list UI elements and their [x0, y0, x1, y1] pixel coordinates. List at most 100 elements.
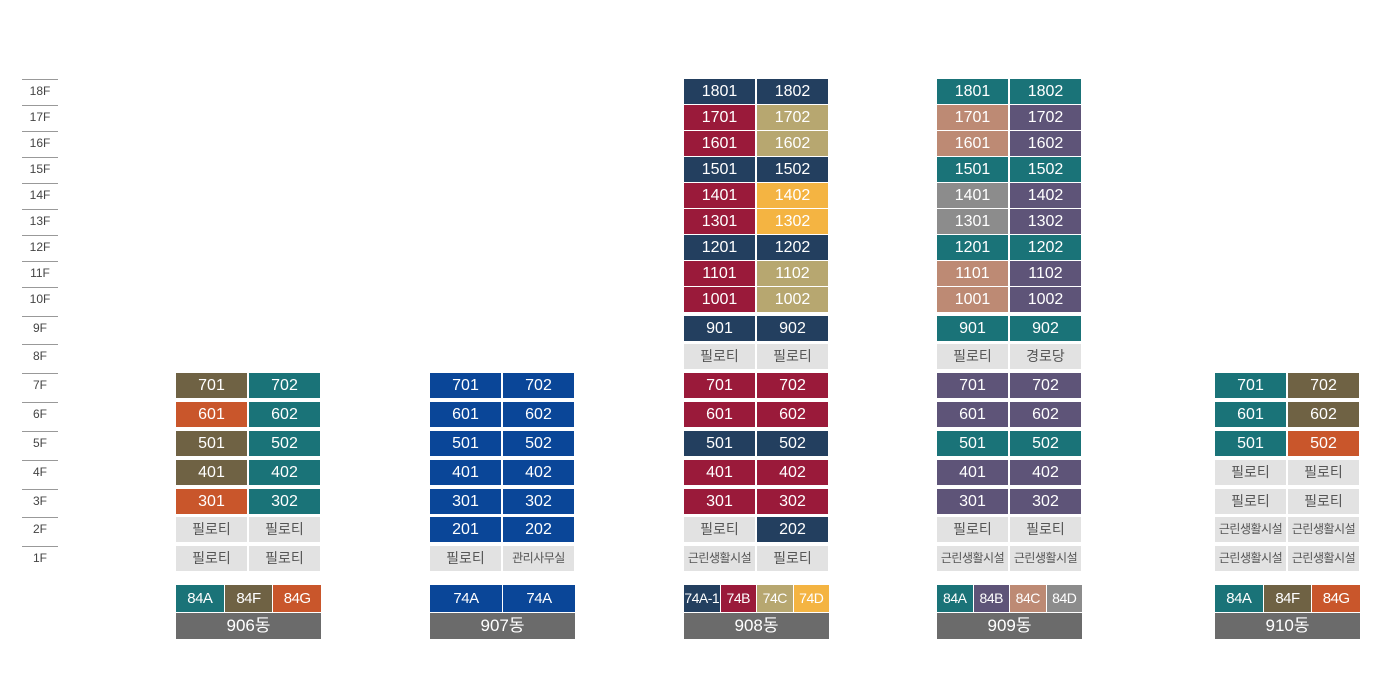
- unit-type-label: 84D: [1046, 585, 1082, 612]
- unit-cell: 1301: [684, 209, 755, 234]
- facility-cell: 근린생활시설: [1010, 546, 1081, 571]
- unit-cell: 301: [176, 489, 247, 514]
- unit-type-label: 84F: [224, 585, 273, 612]
- unit-cell: 1501: [937, 157, 1008, 182]
- unit-cell: 902: [757, 316, 828, 341]
- unit-cell: 1302: [757, 209, 828, 234]
- unit-cell: 1801: [937, 79, 1008, 104]
- facility-cell: 필로티: [937, 344, 1008, 369]
- unit-cell: 502: [757, 431, 828, 456]
- unit-type-label: 74B: [720, 585, 756, 612]
- unit-cell: 501: [684, 431, 755, 456]
- unit-type-label: 84A: [937, 585, 973, 612]
- unit-cell: 201: [430, 517, 501, 542]
- facility-cell: 필로티: [684, 517, 755, 542]
- building-name: 910동: [1215, 613, 1360, 639]
- facility-cell: 필로티: [757, 546, 828, 571]
- unit-cell: 702: [1010, 373, 1081, 398]
- unit-cell: 1201: [684, 235, 755, 260]
- unit-cell: 302: [503, 489, 574, 514]
- unit-cell: 1801: [684, 79, 755, 104]
- unit-cell: 202: [757, 517, 828, 542]
- unit-type-label: 74D: [793, 585, 829, 612]
- unit-type-label: 84A: [1215, 585, 1263, 612]
- unit-cell: 1101: [684, 261, 755, 286]
- unit-cell: 901: [937, 316, 1008, 341]
- unit-cell: 302: [249, 489, 320, 514]
- floor-label-7f: 7F: [22, 373, 58, 398]
- unit-cell: 702: [249, 373, 320, 398]
- unit-cell: 1502: [757, 157, 828, 182]
- unit-cell: 701: [684, 373, 755, 398]
- building-0: 701 702 601 602 501 502 401 402 301 302 필로티 필로티 필로티 필…: [176, 0, 322, 681]
- floor-label-6f: 6F: [22, 402, 58, 427]
- facility-cell: 근린생활시설: [1215, 546, 1286, 571]
- unit-cell: 402: [503, 460, 574, 485]
- unit-cell: 401: [937, 460, 1008, 485]
- unit-type-label: 74C: [757, 585, 793, 612]
- unit-cell: 601: [937, 402, 1008, 427]
- unit-cell: 501: [937, 431, 1008, 456]
- facility-cell: 필로티: [684, 344, 755, 369]
- facility-cell: 필로티: [176, 546, 247, 571]
- unit-cell: 901: [684, 316, 755, 341]
- floor-label-8f: 8F: [22, 344, 58, 369]
- unit-cell: 1001: [937, 287, 1008, 312]
- facility-cell: 필로티: [1288, 489, 1359, 514]
- facility-cell: 근린생활시설: [1288, 517, 1359, 542]
- unit-cell: 401: [176, 460, 247, 485]
- unit-cell: 501: [176, 431, 247, 456]
- building-1: 701 702 601 602 501 502 401 402 301 302 201 202 필로티 관…: [430, 0, 575, 681]
- facility-cell: 경로당: [1010, 344, 1081, 369]
- unit-cell: 702: [757, 373, 828, 398]
- unit-cell: 301: [684, 489, 755, 514]
- building-name: 908동: [684, 613, 829, 639]
- unit-cell: 502: [503, 431, 574, 456]
- unit-cell: 1701: [684, 105, 755, 130]
- unit-cell: 501: [430, 431, 501, 456]
- unit-cell: 1402: [1010, 183, 1081, 208]
- facility-cell: 근린생활시설: [1215, 517, 1286, 542]
- unit-cell: 602: [757, 402, 828, 427]
- unit-cell: 401: [430, 460, 501, 485]
- unit-cell: 1802: [757, 79, 828, 104]
- unit-cell: 701: [937, 373, 1008, 398]
- floor-label-1f: 1F: [22, 546, 58, 571]
- floor-label-9f: 9F: [22, 316, 58, 341]
- unit-cell: 1401: [937, 183, 1008, 208]
- unit-cell: 702: [1288, 373, 1359, 398]
- unit-cell: 402: [1010, 460, 1081, 485]
- unit-cell: 302: [757, 489, 828, 514]
- unit-type-label: 74A: [503, 585, 575, 612]
- facility-cell: 근린생활시설: [684, 546, 755, 571]
- unit-cell: 1302: [1010, 209, 1081, 234]
- unit-cell: 202: [503, 517, 574, 542]
- unit-cell: 602: [1010, 402, 1081, 427]
- unit-cell: 1202: [1010, 235, 1081, 260]
- unit-type-legend: 84A 84F 84G: [176, 585, 322, 612]
- unit-cell: 1301: [937, 209, 1008, 234]
- building-4: 701 702 601 602 501 502 필로티 필로티 필로티 필로티 근린생활시설 근린생활…: [1215, 0, 1361, 681]
- floor-label-5f: 5F: [22, 431, 58, 456]
- facility-cell: 필로티: [249, 546, 320, 571]
- unit-cell: 1702: [757, 105, 828, 130]
- unit-cell: 501: [1215, 431, 1286, 456]
- floor-label-11f: 11F: [22, 261, 58, 286]
- unit-cell: 402: [249, 460, 320, 485]
- unit-cell: 701: [430, 373, 501, 398]
- unit-type-label: 84G: [1312, 585, 1361, 612]
- unit-cell: 1102: [1010, 261, 1081, 286]
- unit-cell: 601: [1215, 402, 1286, 427]
- unit-cell: 1402: [757, 183, 828, 208]
- unit-cell: 301: [430, 489, 501, 514]
- unit-cell: 1002: [1010, 287, 1081, 312]
- facility-cell: 필로티: [937, 517, 1008, 542]
- unit-cell: 601: [176, 402, 247, 427]
- unit-cell: 602: [503, 402, 574, 427]
- unit-cell: 402: [757, 460, 828, 485]
- unit-type-label: 84F: [1263, 585, 1312, 612]
- unit-type-label: 84C: [1010, 585, 1046, 612]
- unit-type-label: 84G: [273, 585, 322, 612]
- facility-cell: 근린생활시설: [937, 546, 1008, 571]
